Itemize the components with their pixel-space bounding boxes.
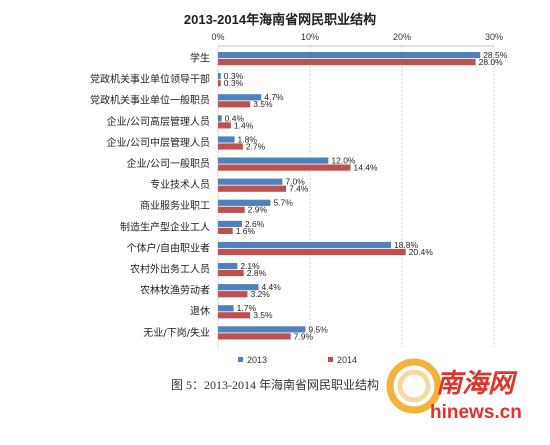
bar-2013 (218, 73, 221, 80)
bar-2013 (218, 199, 271, 206)
figure-caption: 图 5：2013-2014 年海南省网民职业结构 (171, 378, 379, 392)
bar-2014 (218, 185, 287, 192)
data-label-2014: 3.2% (250, 289, 270, 299)
data-label-2014: 7.4% (289, 184, 309, 194)
x-tick-label: 0% (211, 32, 224, 42)
hinews-watermark-logo: 南海网 hinews.cn (386, 358, 522, 423)
category-labels: 学生党政机关事业单位领导干部党政机关事业单位一般职员企业/公司高层管理人员企业/… (90, 52, 210, 339)
bar-2013 (218, 220, 242, 227)
bar-2013 (218, 326, 306, 333)
category-label: 党政机关事业单位领导干部 (90, 73, 210, 86)
data-label-2013: 4.7% (264, 92, 284, 102)
legend-label-2014: 2014 (337, 355, 357, 365)
data-label-2014: 3.5% (253, 99, 273, 109)
data-label-2014: 0.3% (224, 78, 244, 88)
data-label-2013: 2.1% (240, 261, 260, 271)
bar-2014 (218, 101, 251, 108)
gridlines (217, 46, 495, 350)
data-label-2013: 7.0% (285, 177, 305, 187)
data-label-2013: 4.4% (261, 282, 281, 292)
category-label: 学生 (190, 52, 210, 65)
data-label-2014: 2.9% (248, 205, 268, 215)
bar-2014 (218, 206, 245, 213)
bar-2014 (218, 312, 251, 319)
bar-2014 (218, 227, 233, 234)
data-label-2014: 20.4% (409, 247, 434, 257)
bar-2013 (218, 94, 262, 101)
category-label: 党政机关事业单位一般职员 (90, 94, 210, 107)
x-tick-label: 20% (393, 32, 411, 42)
data-label-2013: 2.6% (245, 219, 265, 229)
bar-2014 (218, 333, 291, 340)
legend-label-2013: 2013 (247, 355, 267, 365)
category-label: 企业/公司高层管理人员 (107, 115, 210, 128)
bar-2013 (218, 241, 391, 249)
category-label: 专业技术人员 (150, 178, 210, 191)
bar-2014 (218, 80, 221, 87)
bars (218, 52, 481, 340)
bar-2014 (218, 143, 243, 150)
category-label: 农林牧渔劳动者 (140, 284, 210, 297)
data-label-2013: 28.5% (483, 50, 508, 60)
legend-swatch-2013 (238, 357, 243, 362)
data-label-2014: 28.0% (479, 57, 504, 67)
data-label-2013: 9.5% (308, 324, 328, 334)
category-label: 无业/下岗/失业 (143, 326, 210, 339)
data-label-2014: 1.6% (236, 226, 256, 236)
data-label-2013: 12.0% (331, 156, 356, 166)
bar-2013 (218, 284, 259, 291)
data-label-2014: 7.9% (294, 331, 314, 341)
watermark-ring-inner (397, 369, 431, 403)
bar-2014 (218, 122, 231, 129)
bar-2013 (218, 136, 235, 143)
watermark-ring-outer (386, 358, 442, 414)
category-label: 企业/公司中层管理人员 (107, 136, 210, 149)
data-label-2014: 2.7% (246, 141, 266, 151)
data-label-2014: 3.5% (253, 310, 273, 320)
bar-2014 (218, 248, 406, 256)
category-label: 企业/公司一般职员 (127, 157, 210, 170)
bar-2013 (218, 157, 329, 164)
data-label-2014: 2.8% (247, 268, 267, 278)
data-label-2013: 1.8% (238, 134, 258, 144)
category-label: 农村外出务工人员 (130, 263, 210, 276)
data-label-2013: 1.7% (237, 303, 257, 313)
legend-swatch-2014 (328, 357, 333, 362)
x-tick-label: 30% (485, 32, 503, 42)
category-label: 商业服务业职工 (140, 199, 210, 212)
data-label-2014: 1.4% (234, 120, 254, 130)
category-label: 退休 (190, 306, 210, 318)
data-labels: 28.5%28.0%0.3%0.3%4.7%3.5%0.4%1.4%1.8%2.… (224, 50, 508, 341)
watermark-en-text: hinews.cn (430, 402, 522, 423)
x-axis: 0% 10% 20% 30% (211, 32, 503, 47)
watermark-cn-text: 南海网 (436, 368, 518, 398)
category-label: 制造生产型企业工人 (120, 220, 210, 233)
bar-2014 (218, 270, 244, 277)
x-tick-label: 10% (301, 32, 319, 42)
bar-2013 (218, 52, 481, 59)
data-label-2013: 5.7% (273, 198, 293, 208)
bar-2014 (218, 164, 351, 171)
bar-2013 (218, 115, 222, 122)
bar-2013 (218, 305, 234, 312)
data-label-2013: 0.3% (224, 71, 244, 81)
chart-title: 2013-2014年海南省网民职业结构 (184, 12, 376, 27)
data-label-2013: 18.8% (394, 240, 419, 250)
legend: 2013 2014 (238, 355, 357, 365)
data-label-2013: 0.4% (225, 113, 245, 123)
bar-2014 (218, 59, 476, 66)
bar-2013 (218, 178, 283, 185)
bar-2013 (218, 263, 238, 270)
bar-2014 (218, 291, 248, 298)
category-label: 个体户/自由职业者 (127, 241, 210, 254)
data-label-2014: 14.4% (353, 163, 378, 173)
